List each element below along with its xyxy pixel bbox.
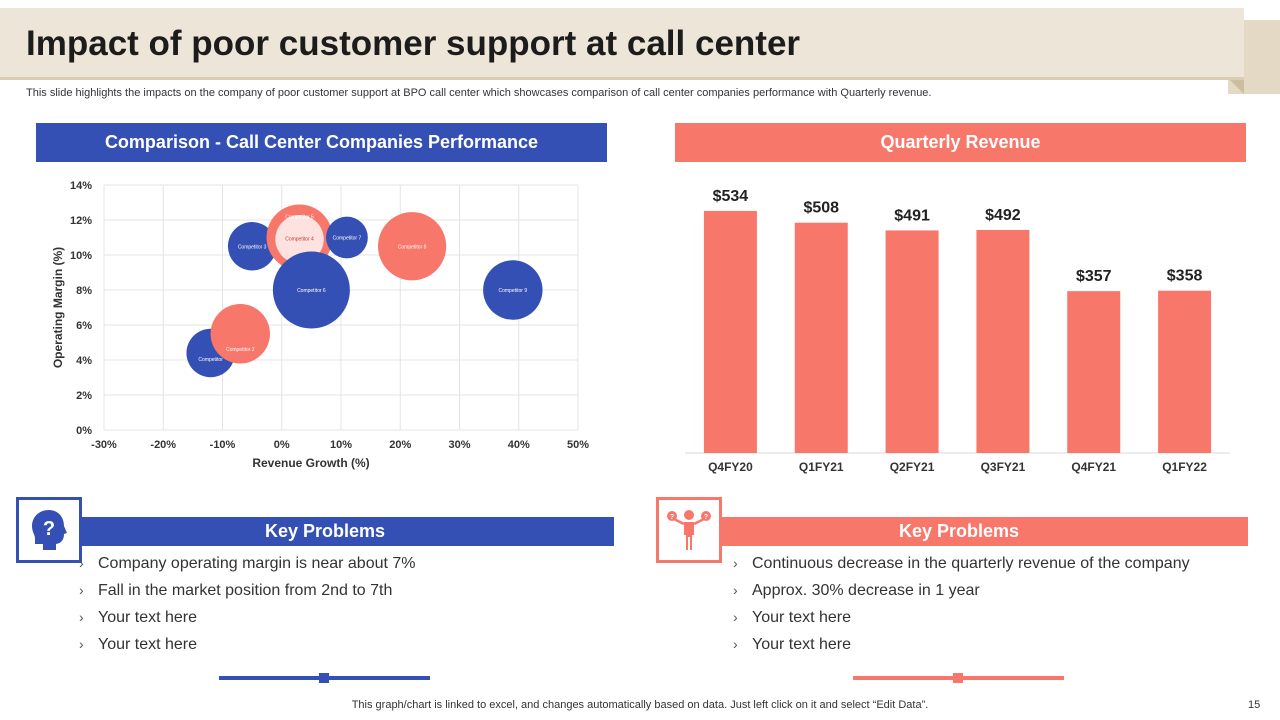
bubble-label: Competitor 4 xyxy=(285,236,314,242)
bubble-chart[interactable]: -30% -20% -10% 0% 10% 20% 30% 40% 50% 0% 2% 4% 6% 8% 1… xyxy=(40,170,610,480)
y-tick-label: 6% xyxy=(76,320,92,332)
bar-category-label: Q2FY21 xyxy=(890,460,935,474)
idea-head-icon-box: ? xyxy=(16,497,82,563)
y-tick-label: 2% xyxy=(76,390,92,402)
bubble-label: Competitor 3 xyxy=(238,244,267,250)
bar-category-label: Q3FY21 xyxy=(981,460,1026,474)
y-tick-label: 12% xyxy=(70,215,92,227)
right-key-problems-header: Key Problems xyxy=(670,517,1248,546)
title-fold-accent xyxy=(1228,78,1244,94)
left-key-problems-header: Key Problems xyxy=(36,517,614,546)
x-tick-label: -30% xyxy=(91,439,117,451)
left-slider-knob xyxy=(319,673,329,683)
bubble-label: Competitor 5 xyxy=(285,215,314,221)
revenue-panel-header: Quarterly Revenue xyxy=(675,123,1246,162)
right-slider-knob xyxy=(953,673,963,683)
x-tick-label: 40% xyxy=(508,439,530,451)
svg-text:?: ? xyxy=(670,514,674,521)
bullet-text: Company operating margin is near about 7… xyxy=(98,555,416,572)
bar-value-label: $491 xyxy=(894,207,930,224)
bubble-label: Competitor 8 xyxy=(398,244,427,250)
revenue-bar xyxy=(794,222,848,453)
x-tick-label: 0% xyxy=(274,439,290,451)
left-bullet-list: › Company operating margin is near about … xyxy=(79,550,416,658)
x-tick-label: 20% xyxy=(389,439,411,451)
bubble-label: Competitor xyxy=(198,357,223,363)
bubble xyxy=(326,216,368,259)
bar-category-label: Q4FY21 xyxy=(1071,460,1116,474)
y-tick-label: 8% xyxy=(76,285,92,297)
list-item: › Approx. 30% decrease in 1 year xyxy=(733,577,1190,604)
bar-value-label: $357 xyxy=(1076,268,1112,285)
bar-chart[interactable]: $534 Q4FY20 $508 Q1FY21 $491 Q2FY21 $492 Q3FY21… xyxy=(680,188,1240,480)
bubble xyxy=(378,212,447,281)
bubble-label: Competitor 7 xyxy=(333,236,362,242)
bubble xyxy=(272,251,350,329)
bar-value-label: $534 xyxy=(713,188,749,205)
balance-person-icon: ? ? xyxy=(667,510,711,550)
y-tick-label: 14% xyxy=(70,180,92,192)
x-tick-label: -10% xyxy=(210,439,236,451)
right-decorative-slider xyxy=(853,673,1064,683)
bubble-label: Competitor 9 xyxy=(499,288,528,294)
list-item: › Your text here xyxy=(79,631,416,658)
list-item: › Continuous decrease in the quarterly re… xyxy=(733,550,1190,577)
revenue-bar xyxy=(1158,290,1212,453)
y-axis-label: Operating Margin (%) xyxy=(51,247,65,368)
bar-value-label: $492 xyxy=(985,207,1021,224)
list-item: › Your text here xyxy=(733,631,1190,658)
bullet-text: Continuous decrease in the quarterly rev… xyxy=(752,555,1190,572)
list-item: › Fall in the market position from 2nd to… xyxy=(79,577,416,604)
x-tick-label: 30% xyxy=(448,439,470,451)
comparison-panel-header: Comparison - Call Center Companies Perfo… xyxy=(36,123,607,162)
bubble xyxy=(275,215,324,264)
bubble xyxy=(227,222,277,271)
title-bar xyxy=(0,8,1244,80)
bubble-label: Competitor 2 xyxy=(226,347,255,353)
x-tick-label: 50% xyxy=(567,439,589,451)
y-tick-label: 0% xyxy=(76,425,92,437)
bullet-text: Your text here xyxy=(752,609,852,626)
x-tick-label: -20% xyxy=(150,439,176,451)
y-tick-label: 10% xyxy=(70,250,92,262)
balance-person-icon-box: ? ? xyxy=(656,497,722,563)
list-item: › Company operating margin is near about … xyxy=(79,550,416,577)
bar-category-label: Q1FY21 xyxy=(799,460,844,474)
bar-value-label: $358 xyxy=(1167,268,1203,285)
bubble xyxy=(483,260,543,320)
list-item: › Your text here xyxy=(79,604,416,631)
slide-subtitle: This slide highlights the impacts on the… xyxy=(26,87,932,99)
footer-note: This graph/chart is linked to excel, and… xyxy=(351,699,929,711)
bar-value-label: $508 xyxy=(803,200,839,217)
revenue-bar xyxy=(1067,291,1121,453)
bullet-text: Your text here xyxy=(98,609,198,626)
bar-category-label: Q4FY20 xyxy=(708,460,753,474)
idea-head-icon: ? xyxy=(32,510,67,550)
list-item: › Your text here xyxy=(733,604,1190,631)
revenue-bar xyxy=(885,230,939,453)
bullet-text: Approx. 30% decrease in 1 year xyxy=(752,582,980,599)
left-decorative-slider xyxy=(219,673,430,683)
slide-title: Impact of poor customer support at call … xyxy=(26,24,801,63)
revenue-bar xyxy=(976,229,1030,453)
bar-category-label: Q1FY22 xyxy=(1162,460,1207,474)
bullet-text: Your text here xyxy=(98,636,198,653)
page-number: 15 xyxy=(1248,699,1261,711)
right-bullet-list: › Continuous decrease in the quarterly re… xyxy=(733,550,1190,658)
svg-text:?: ? xyxy=(43,518,55,540)
y-tick-label: 4% xyxy=(76,355,92,367)
bubble-label: Competitor 6 xyxy=(297,288,326,294)
x-tick-label: 10% xyxy=(330,439,352,451)
svg-text:?: ? xyxy=(704,514,708,521)
bullet-text: Your text here xyxy=(752,636,852,653)
bubble xyxy=(210,304,270,364)
x-axis-label: Revenue Growth (%) xyxy=(252,456,369,470)
bullet-text: Fall in the market position from 2nd to … xyxy=(98,582,393,599)
revenue-bar xyxy=(703,210,757,453)
